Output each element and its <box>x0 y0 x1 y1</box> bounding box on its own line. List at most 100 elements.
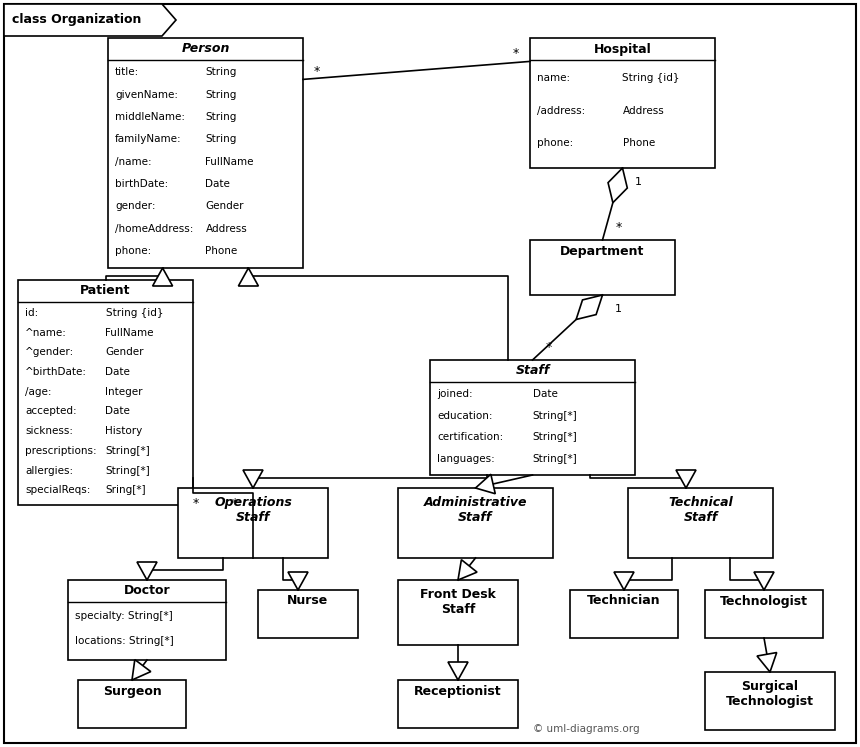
Text: String {id}: String {id} <box>623 73 680 83</box>
Text: String: String <box>206 112 237 122</box>
Text: © uml-diagrams.org: © uml-diagrams.org <box>533 724 640 734</box>
Text: certification:: certification: <box>437 433 503 442</box>
Text: education:: education: <box>437 411 493 421</box>
Text: familyName:: familyName: <box>115 134 181 144</box>
Polygon shape <box>152 268 173 286</box>
Text: phone:: phone: <box>115 247 151 256</box>
Bar <box>705 672 835 730</box>
Text: allergies:: allergies: <box>25 465 73 476</box>
Text: FullName: FullName <box>106 327 154 338</box>
Text: String[*]: String[*] <box>532 411 577 421</box>
Text: prescriptions:: prescriptions: <box>25 446 96 456</box>
Text: String[*]: String[*] <box>532 453 577 464</box>
Text: specialty: String[*]: specialty: String[*] <box>75 611 173 621</box>
Text: /name:: /name: <box>115 157 151 167</box>
Text: Phone: Phone <box>623 138 654 149</box>
Text: title:: title: <box>115 67 139 77</box>
Text: specialReqs:: specialReqs: <box>25 486 90 495</box>
Bar <box>398 488 553 558</box>
Text: sickness:: sickness: <box>25 426 73 436</box>
Text: ^birthDate:: ^birthDate: <box>25 367 87 377</box>
Text: String: String <box>206 90 237 99</box>
Text: Technical
Staff: Technical Staff <box>668 496 733 524</box>
Text: String[*]: String[*] <box>106 465 150 476</box>
Bar <box>430 360 635 475</box>
Text: locations: String[*]: locations: String[*] <box>75 636 174 646</box>
Text: Department: Department <box>561 244 645 258</box>
Text: /homeAddress:: /homeAddress: <box>115 224 194 234</box>
Text: birthDate:: birthDate: <box>115 179 169 189</box>
Polygon shape <box>614 572 634 590</box>
Text: Surgical
Technologist: Surgical Technologist <box>726 680 814 708</box>
Text: Gender: Gender <box>206 202 244 211</box>
Text: joined:: joined: <box>437 389 473 399</box>
Bar <box>705 590 823 638</box>
Bar <box>18 280 193 505</box>
Bar <box>178 488 328 558</box>
Polygon shape <box>757 653 777 672</box>
Text: phone:: phone: <box>537 138 574 149</box>
Text: Nurse: Nurse <box>287 595 329 607</box>
Polygon shape <box>238 268 258 286</box>
Text: name:: name: <box>537 73 570 83</box>
Text: 1: 1 <box>635 177 642 187</box>
Bar <box>530 38 715 168</box>
Text: Doctor: Doctor <box>124 584 170 598</box>
Text: Person: Person <box>181 43 230 55</box>
Text: *: * <box>616 222 622 235</box>
Text: Date: Date <box>206 179 230 189</box>
Text: Integer: Integer <box>106 387 143 397</box>
Text: Address: Address <box>623 106 664 116</box>
Text: Date: Date <box>106 367 131 377</box>
Polygon shape <box>576 295 603 320</box>
Text: givenName:: givenName: <box>115 90 178 99</box>
Bar <box>108 38 303 268</box>
Polygon shape <box>288 572 308 590</box>
Text: Staff: Staff <box>515 365 550 377</box>
Bar <box>258 590 358 638</box>
Text: class Organization: class Organization <box>12 13 141 26</box>
Polygon shape <box>132 660 150 680</box>
Text: *: * <box>545 341 551 355</box>
Text: /address:: /address: <box>537 106 586 116</box>
Text: middleName:: middleName: <box>115 112 185 122</box>
Text: Administrative
Staff: Administrative Staff <box>424 496 527 524</box>
Bar <box>570 590 678 638</box>
Text: gender:: gender: <box>115 202 156 211</box>
Text: ^name:: ^name: <box>25 327 67 338</box>
Polygon shape <box>243 470 263 488</box>
Polygon shape <box>754 572 774 590</box>
Text: Operations
Staff: Operations Staff <box>214 496 292 524</box>
Bar <box>398 580 518 645</box>
Text: Front Desk
Staff: Front Desk Staff <box>420 588 496 616</box>
Bar <box>530 240 675 295</box>
Text: 1: 1 <box>615 304 622 314</box>
Polygon shape <box>608 168 627 202</box>
Text: Technologist: Technologist <box>720 595 808 607</box>
Text: String {id}: String {id} <box>106 308 163 317</box>
Text: *: * <box>193 497 200 509</box>
Polygon shape <box>448 662 468 680</box>
Text: History: History <box>106 426 143 436</box>
Text: accepted:: accepted: <box>25 406 77 416</box>
Text: *: * <box>314 65 320 78</box>
Polygon shape <box>4 4 176 36</box>
Text: Gender: Gender <box>106 347 144 357</box>
Text: ^gender:: ^gender: <box>25 347 74 357</box>
Text: FullName: FullName <box>206 157 254 167</box>
Bar <box>398 680 518 728</box>
Text: *: * <box>513 47 519 60</box>
Text: *: * <box>232 497 238 509</box>
Text: Patient: Patient <box>80 285 131 297</box>
Text: Sring[*]: Sring[*] <box>106 486 146 495</box>
Text: id:: id: <box>25 308 38 317</box>
Polygon shape <box>137 562 157 580</box>
Text: Surgeon: Surgeon <box>102 684 162 698</box>
Text: String: String <box>206 134 237 144</box>
Bar <box>78 680 186 728</box>
Polygon shape <box>676 470 696 488</box>
Text: String[*]: String[*] <box>106 446 150 456</box>
Text: Receptionist: Receptionist <box>415 684 502 698</box>
Text: String[*]: String[*] <box>532 433 577 442</box>
Bar <box>68 580 226 660</box>
